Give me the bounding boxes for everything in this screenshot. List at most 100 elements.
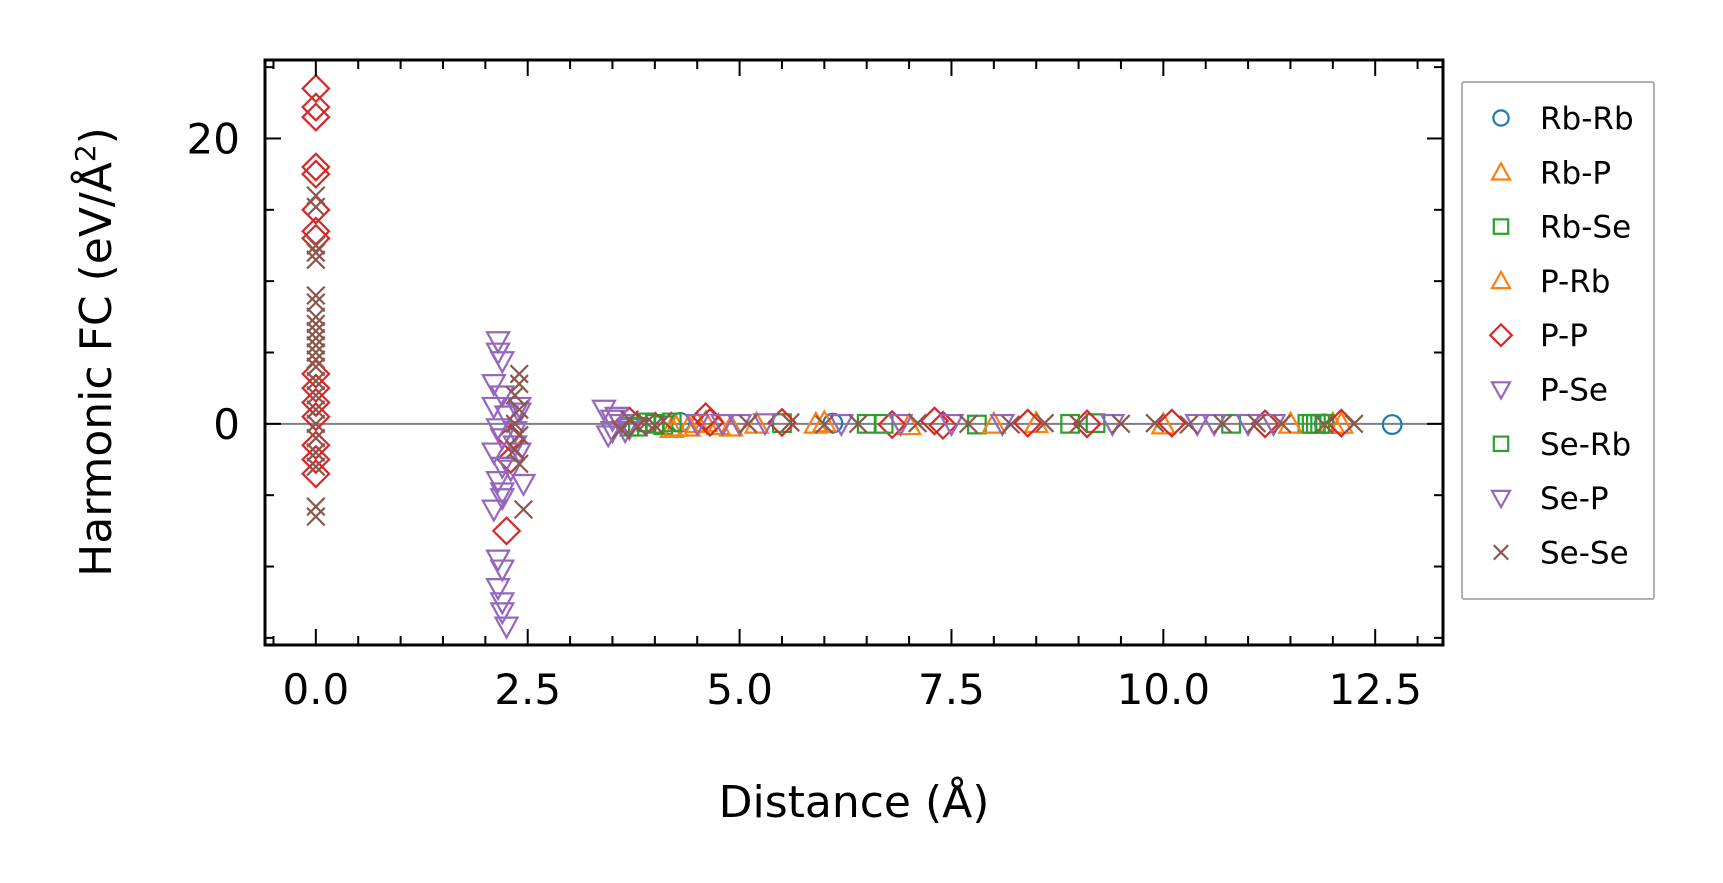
legend-marker	[1488, 322, 1514, 348]
data-point	[1157, 408, 1187, 438]
data-point	[1035, 413, 1055, 433]
data-point	[919, 406, 950, 436]
data-point	[658, 414, 685, 439]
data-point	[1069, 414, 1089, 434]
data-point	[301, 159, 331, 189]
data-point	[306, 321, 326, 341]
data-point	[489, 488, 516, 512]
data-point	[480, 499, 507, 523]
data-point	[509, 454, 529, 474]
data-point	[695, 407, 725, 438]
legend-marker	[1492, 109, 1510, 127]
y-axis-label-sup: 2	[69, 144, 102, 162]
data-point	[301, 195, 331, 225]
legend-marker	[1490, 161, 1512, 181]
legend-label: Rb-Se	[1540, 210, 1631, 246]
data-point	[1184, 413, 1211, 438]
y-axis-label: Harmonic FC (eV/Å2)	[69, 127, 123, 577]
data-point	[306, 328, 326, 348]
data-point	[301, 102, 331, 132]
data-point	[1381, 414, 1403, 436]
axis-ticks	[265, 60, 1443, 645]
data-point	[907, 413, 928, 433]
data-point	[306, 292, 326, 313]
x-axis-label: Distance (Å)	[719, 775, 990, 828]
data-points	[301, 73, 1403, 640]
legend-marker	[1490, 489, 1512, 510]
data-point	[306, 414, 326, 434]
legend-label: Rb-Rb	[1540, 101, 1634, 137]
data-point	[489, 602, 516, 626]
data-point	[1328, 410, 1355, 434]
data-point	[306, 399, 326, 420]
data-point	[480, 442, 507, 466]
data-point	[738, 414, 758, 434]
data-point	[1179, 414, 1199, 435]
data-point	[301, 359, 331, 389]
data-point	[306, 235, 326, 256]
data-point	[306, 457, 326, 477]
legend-label: Se-P	[1540, 481, 1609, 517]
data-point	[505, 439, 525, 460]
data-point	[1314, 414, 1334, 435]
data-point	[489, 559, 516, 583]
data-point	[1213, 414, 1233, 434]
data-point	[938, 413, 965, 438]
legend-marker	[1490, 381, 1512, 401]
data-point	[306, 285, 326, 306]
data-point	[980, 410, 1007, 434]
data-point	[510, 473, 537, 498]
data-point	[811, 409, 838, 433]
x-tick-label: 12.5	[1328, 665, 1422, 714]
data-point	[1111, 414, 1131, 434]
data-point	[306, 314, 326, 334]
data-point	[1310, 413, 1331, 434]
data-point	[301, 373, 331, 403]
legend-label: P-Se	[1540, 373, 1608, 409]
data-point	[301, 459, 331, 489]
data-point	[828, 413, 855, 438]
legend-label: Rb-P	[1540, 155, 1611, 191]
data-point	[301, 152, 331, 182]
series-se-se	[306, 185, 1364, 527]
data-point	[509, 374, 529, 394]
y-axis-label-close: )	[71, 127, 122, 144]
data-point	[1246, 413, 1267, 433]
data-point	[489, 482, 516, 506]
data-point	[301, 92, 331, 122]
data-point	[491, 516, 522, 546]
data-point	[306, 335, 326, 355]
data-point	[1001, 414, 1021, 435]
legend-label: P-Rb	[1540, 264, 1610, 300]
legend-label: P-P	[1540, 318, 1588, 354]
data-point	[603, 406, 630, 430]
data-point	[877, 409, 907, 440]
data-point	[485, 471, 511, 495]
data-point	[675, 413, 702, 437]
data-point	[502, 435, 528, 459]
legend-marker	[1492, 435, 1510, 453]
tick-labels: 0.0 2.5 5.0 7.5 10.0 12.5 0 20	[187, 114, 1422, 714]
data-point	[301, 401, 331, 432]
data-point	[489, 385, 516, 409]
data-point	[306, 342, 326, 363]
series-se-p	[480, 402, 1261, 640]
data-point	[509, 399, 529, 420]
x-tick-label: 2.5	[494, 665, 561, 714]
data-point	[301, 430, 331, 460]
data-point	[306, 428, 326, 448]
data-point	[1145, 413, 1165, 433]
legend-label: Se-Se	[1540, 535, 1629, 571]
data-point	[485, 578, 511, 602]
data-point	[493, 616, 520, 640]
x-tick-label: 7.5	[918, 665, 985, 714]
data-point	[306, 243, 326, 263]
data-point	[301, 73, 331, 104]
data-point	[1012, 408, 1043, 438]
legend-items: Rb-Rb Rb-P Rb-Se P-Rb P-P P-Se Se-Rb Se-P Se-Se	[1488, 101, 1634, 571]
data-point	[780, 412, 801, 432]
data-point	[653, 411, 673, 431]
data-point	[1085, 413, 1106, 434]
y-tick-label: 0	[213, 400, 240, 449]
data-point	[306, 307, 326, 327]
